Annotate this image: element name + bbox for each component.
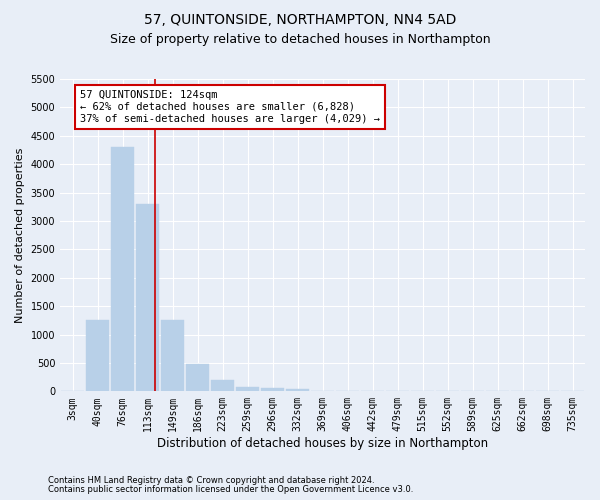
Bar: [286, 389, 309, 392]
Y-axis label: Number of detached properties: Number of detached properties: [15, 148, 25, 323]
Bar: [236, 387, 259, 392]
Bar: [112, 147, 134, 392]
Bar: [86, 320, 109, 392]
X-axis label: Distribution of detached houses by size in Northampton: Distribution of detached houses by size …: [157, 437, 488, 450]
Text: Size of property relative to detached houses in Northampton: Size of property relative to detached ho…: [110, 32, 490, 46]
Bar: [136, 204, 159, 392]
Text: 57, QUINTONSIDE, NORTHAMPTON, NN4 5AD: 57, QUINTONSIDE, NORTHAMPTON, NN4 5AD: [144, 12, 456, 26]
Bar: [161, 320, 184, 392]
Bar: [262, 388, 284, 392]
Text: 57 QUINTONSIDE: 124sqm
← 62% of detached houses are smaller (6,828)
37% of semi-: 57 QUINTONSIDE: 124sqm ← 62% of detached…: [80, 90, 380, 124]
Bar: [187, 364, 209, 392]
Bar: [211, 380, 234, 392]
Text: Contains public sector information licensed under the Open Government Licence v3: Contains public sector information licen…: [48, 485, 413, 494]
Text: Contains HM Land Registry data © Crown copyright and database right 2024.: Contains HM Land Registry data © Crown c…: [48, 476, 374, 485]
